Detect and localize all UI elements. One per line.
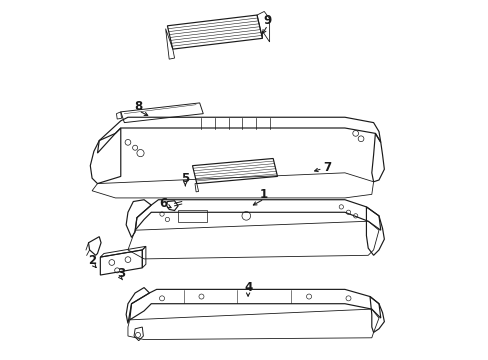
Text: 5: 5	[181, 172, 189, 185]
Text: 6: 6	[160, 197, 167, 210]
Text: 9: 9	[263, 14, 271, 27]
Text: 4: 4	[244, 281, 252, 294]
Text: 8: 8	[134, 100, 142, 113]
Text: 2: 2	[88, 254, 96, 267]
Text: 3: 3	[117, 267, 124, 280]
Text: 1: 1	[260, 188, 268, 201]
Text: 7: 7	[322, 161, 330, 174]
